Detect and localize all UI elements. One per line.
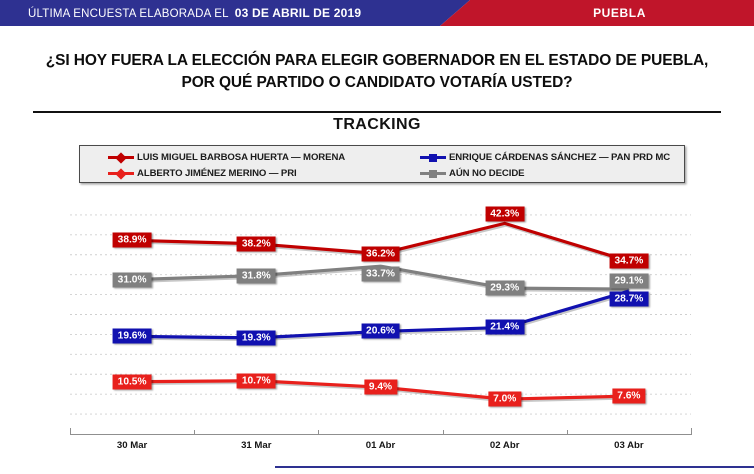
legend-dot [115,151,127,164]
data-label: 7.6% [612,388,646,404]
header-label-text: ÚLTIMA ENCUESTA ELABORADA EL [28,8,229,20]
data-label: 29.1% [609,273,649,289]
data-label: 10.7% [236,373,276,389]
data-label: 29.3% [485,280,525,296]
question-line-1: ¿SI HOY FUERA LA ELECCIÓN PARA ELEGIR GO… [45,52,709,69]
legend-label-morena: LUIS MIGUEL BARBOSA HUERTA — MORENA [137,152,346,163]
x-axis-tick [318,430,320,435]
data-label: 31.0% [112,272,152,288]
chart-legend: LUIS MIGUEL BARBOSA HUERTA — MORENA ALBE… [79,145,685,183]
data-label: 10.5% [112,374,152,390]
data-label: 19.6% [112,328,152,344]
data-label: 38.2% [236,236,276,252]
legend-marker-icon [108,151,134,164]
header-bar: ÚLTIMA ENCUESTA ELABORADA EL 03 DE ABRIL … [0,0,754,26]
header-blue-band [0,0,470,26]
data-label: 31.8% [236,268,276,284]
legend-column-right: ENRIQUE CÁRDENAS SÁNCHEZ — PAN PRD MC AÚ… [420,150,670,182]
x-axis-label: 30 Mar [116,440,148,451]
legend-dot [429,169,437,178]
data-label: 20.6% [361,323,400,339]
legend-column-left: LUIS MIGUEL BARBOSA HUERTA — MORENA ALBE… [108,150,345,182]
footer-accent-line [275,466,754,468]
legend-item-morena[interactable]: LUIS MIGUEL BARBOSA HUERTA — MORENA [108,150,345,165]
x-axis-tick [442,430,444,435]
legend-dot [115,167,127,180]
data-label: 7.0% [488,391,522,407]
data-label: 34.7% [609,253,649,269]
x-axis-tick [194,430,196,435]
data-label: 19.3% [236,330,276,346]
data-label: 42.3% [485,206,525,222]
x-axis-label: 31 Mar [241,440,272,451]
legend-marker-icon [420,152,446,163]
data-label: 36.2% [361,246,400,262]
legend-dot [429,153,437,162]
x-axis-label: 03 Abr [614,440,644,451]
x-axis-line [70,434,691,435]
page-title: ¿SI HOY FUERA LA ELECCIÓN PARA ELEGIR GO… [0,50,754,94]
legend-item-aun-no-decide[interactable]: AÚN NO DECIDE [420,166,670,181]
header-red-band [440,0,754,26]
question-line-2: POR QUÉ PARTIDO O CANDIDATO VOTARÍA USTE… [181,74,573,91]
chart-title: TRACKING [333,116,421,133]
legend-label-aun-no-decide: AÚN NO DECIDE [449,168,525,179]
data-label: 38.9% [112,232,152,248]
legend-item-pri[interactable]: ALBERTO JIMÉNEZ MERINO — PRI [108,166,345,181]
legend-marker-icon [108,167,134,180]
legend-item-pan-prd-mc[interactable]: ENRIQUE CÁRDENAS SÁNCHEZ — PAN PRD MC [420,150,670,165]
title-divider [33,111,721,113]
legend-label-pri: ALBERTO JIMÉNEZ MERINO — PRI [137,168,297,179]
header-survey-date: 03 DE ABRIL DE 2019 [234,6,362,20]
x-axis-tick [691,428,692,435]
data-label: 21.4% [485,319,525,335]
data-label: 33.7% [361,266,400,282]
x-axis-tick [566,430,568,435]
legend-marker-icon [420,168,446,179]
x-axis-label: 01 Abr [365,440,396,451]
header-state-name: PUEBLA [593,6,646,20]
data-label: 9.4% [363,379,398,395]
data-label: 28.7% [609,291,649,307]
header-survey-label: ÚLTIMA ENCUESTA ELABORADA EL 03 DE ABRIL … [28,0,361,26]
x-axis-label: 02 Abr [489,440,520,451]
legend-label-pan-prd-mc: ENRIQUE CÁRDENAS SÁNCHEZ — PAN PRD MC [449,152,671,163]
x-axis-tick [70,428,71,435]
